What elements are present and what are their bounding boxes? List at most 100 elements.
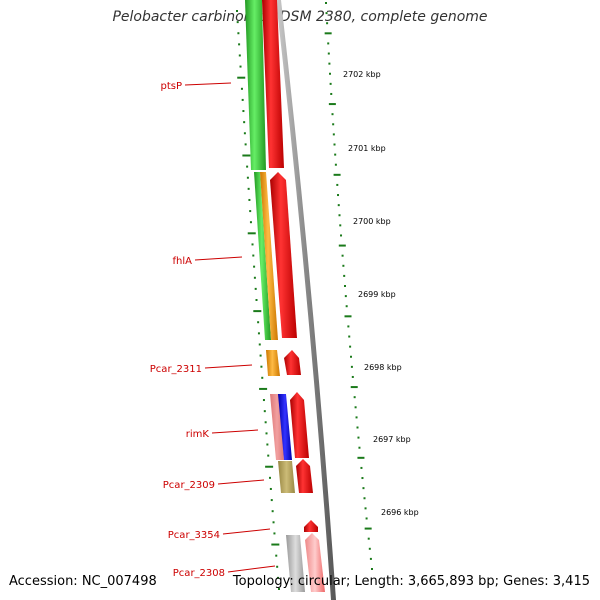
inner-minor-tick [268,476,271,479]
gene-ptsP-green [245,0,266,170]
inner-minor-tick [271,510,274,513]
inner-minor-tick [275,554,278,557]
inner-minor-tick [270,499,273,502]
outer-minor-tick [338,214,341,217]
inner-minor-tick [263,410,266,413]
inner-minor-tick [269,487,272,490]
gene-Pcar_2308-gray [286,535,305,592]
leader-Pcar_2311 [204,364,253,369]
inner-minor-tick [254,287,257,290]
outer-minor-tick [358,446,361,449]
gene-label-rimK: rimK [186,429,210,440]
inner-minor-tick [267,454,270,457]
outer-minor-tick [341,254,344,257]
outer-minor-tick [331,113,334,116]
outer-minor-tick [326,22,329,25]
inner-minor-tick [241,98,244,101]
inner-major-tick [259,387,268,390]
outer-major-tick [333,173,341,176]
outer-minor-tick [360,466,363,469]
gene-fhlA-orange [260,172,278,340]
map-title: Pelobacter carbinolicus DSM 2380, comple… [112,9,488,25]
scale-label-2698: 2698 kbp [364,363,402,372]
gene-label-Pcar_2311: Pcar_2311 [150,364,202,375]
scale-label-2696: 2696 kbp [381,508,419,517]
outer-minor-tick [329,82,332,85]
gene-Pcar_2311-orange [266,350,280,376]
inner-minor-tick [277,576,280,579]
gene-Pcar_2308-red [305,533,325,592]
inner-minor-tick [258,343,261,346]
gene-Pcar_2309-olive [278,461,295,493]
outer-minor-tick [354,406,357,409]
outer-minor-tick [351,375,354,378]
outer-minor-tick [334,153,337,156]
inner-minor-tick [249,210,252,213]
gene-rimK-pink [270,394,284,460]
outer-major-tick [344,315,352,318]
inner-minor-tick [246,165,249,168]
outer-minor-tick [332,133,335,136]
gene-fhlA-green [254,172,271,340]
genome-summary-text: Topology: circular; Length: 3,665,893 bp… [232,574,590,589]
gene-label-ptsP: ptsP [160,81,182,92]
inner-minor-tick [243,121,246,124]
inner-minor-tick [243,132,246,135]
outer-minor-tick [342,264,345,267]
inner-minor-tick [272,521,275,524]
outer-minor-tick [330,92,333,95]
outer-minor-tick [356,426,359,429]
outer-minor-tick [332,123,335,126]
gene-Pcar_2311-red [284,350,301,375]
inner-minor-tick [260,365,263,368]
leader-ptsP [184,82,232,86]
outer-minor-tick [337,204,340,207]
gene-label-Pcar_2308: Pcar_2308 [173,568,225,579]
inner-major-tick [247,232,256,235]
gene-fhlA-red [270,172,297,338]
outer-minor-tick [355,416,358,419]
scale-label-2702: 2702 kbp [343,70,381,79]
inner-ruler [236,10,280,590]
inner-minor-tick [246,176,249,179]
inner-minor-tick [248,198,251,201]
inner-minor-tick [266,443,269,446]
inner-minor-tick [257,332,260,335]
inner-minor-tick [249,221,252,224]
outer-minor-tick [339,224,342,227]
outer-minor-tick [361,477,364,480]
outer-minor-tick [350,365,353,368]
outer-minor-tick [327,52,330,55]
outer-minor-tick [333,143,336,146]
outer-minor-tick [357,436,360,439]
inner-minor-tick [276,565,279,568]
gene-label-Pcar_2309: Pcar_2309 [163,480,215,491]
outer-minor-tick [334,163,337,166]
outer-minor-tick [336,183,339,186]
inner-minor-tick [247,187,250,190]
outer-minor-tick [368,547,371,550]
outer-minor-tick [345,305,348,308]
gene-rimK-red [290,392,309,458]
outer-minor-tick [349,345,352,348]
outer-major-tick [328,103,336,106]
inner-minor-tick [255,299,258,301]
outer-minor-tick [363,497,366,500]
leader-rimK [211,429,259,434]
outer-minor-tick [340,234,343,237]
outer-major-tick [350,386,358,389]
inner-minor-tick [244,143,247,146]
gene-Pcar_3354-red [304,520,318,532]
outer-major-tick [364,527,372,530]
inner-major-tick [271,543,280,546]
inner-minor-tick [253,276,256,279]
outer-minor-tick [343,274,346,277]
outer-minor-tick [348,335,351,338]
scale-label-2701: 2701 kbp [348,144,386,153]
outer-major-tick [324,32,332,35]
outer-minor-tick [328,62,331,65]
inner-minor-tick [242,110,245,113]
outer-minor-tick [325,2,327,4]
inner-minor-tick [273,532,276,535]
